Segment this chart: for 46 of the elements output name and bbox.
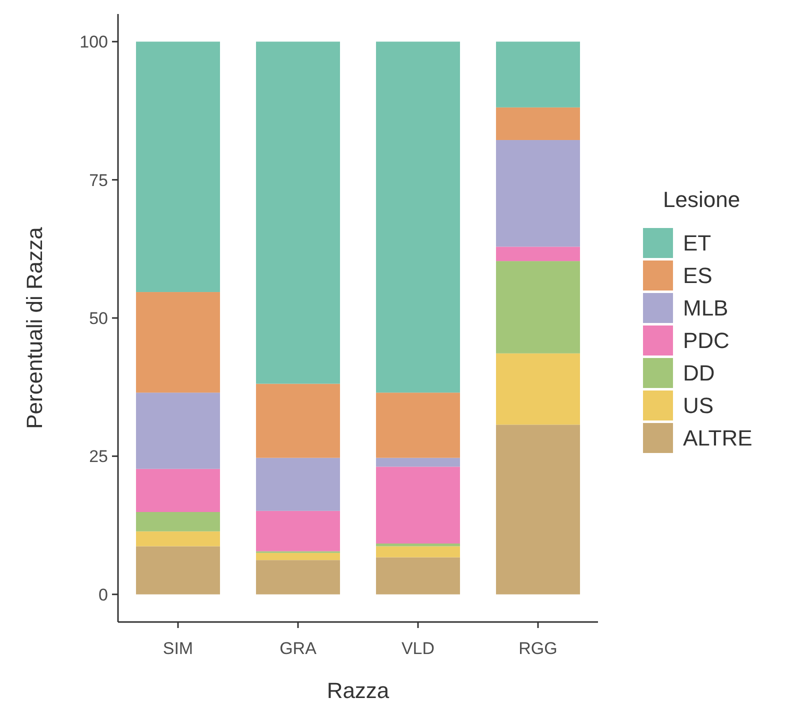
bar: [256, 458, 340, 511]
bar: [376, 458, 460, 467]
y-axis-title: Percentuali di Razza: [22, 226, 47, 429]
bar: [496, 42, 580, 108]
bar: [376, 466, 460, 544]
x-tick-label: RGG: [518, 639, 558, 658]
x-tick-label: GRA: [280, 639, 318, 658]
bar: [496, 424, 580, 594]
x-tick-label: VLD: [401, 639, 435, 658]
bar: [136, 512, 220, 532]
bar: [376, 42, 460, 393]
bar: [256, 384, 340, 458]
legend-label: ALTRE: [683, 426, 752, 451]
y-tick-label: 100: [80, 32, 108, 52]
legend-label: ES: [683, 263, 712, 288]
x-tick-label: SIM: [162, 639, 194, 658]
bar: [136, 546, 220, 594]
bar: [496, 261, 580, 354]
bar: [256, 510, 340, 552]
bar: [136, 468, 220, 512]
legend-label: PDC: [683, 328, 730, 354]
bar: [256, 560, 340, 594]
bar: [376, 546, 460, 558]
x-axis-title: Razza: [326, 678, 390, 703]
bar: [136, 292, 220, 393]
legend-label: MLB: [683, 296, 728, 321]
bar: [496, 353, 580, 425]
bar: [136, 42, 220, 292]
bar: [256, 42, 340, 384]
bar: [376, 557, 460, 594]
bar: [136, 392, 220, 469]
legend-title: Lesione: [663, 187, 740, 212]
legend-label: ET: [683, 230, 712, 256]
bar: [256, 552, 340, 560]
bar: [376, 392, 460, 458]
bar: [496, 140, 580, 247]
y-tick-label: 0: [98, 585, 108, 604]
bar: [136, 531, 220, 546]
bar: [496, 246, 580, 262]
bar: [496, 107, 580, 140]
bar: [376, 544, 460, 546]
y-tick-label: 25: [89, 447, 108, 466]
legend-label: US: [683, 393, 714, 418]
y-tick-label: 75: [89, 170, 108, 190]
y-tick-label: 50: [89, 308, 108, 328]
legend-label: DD: [683, 360, 715, 386]
